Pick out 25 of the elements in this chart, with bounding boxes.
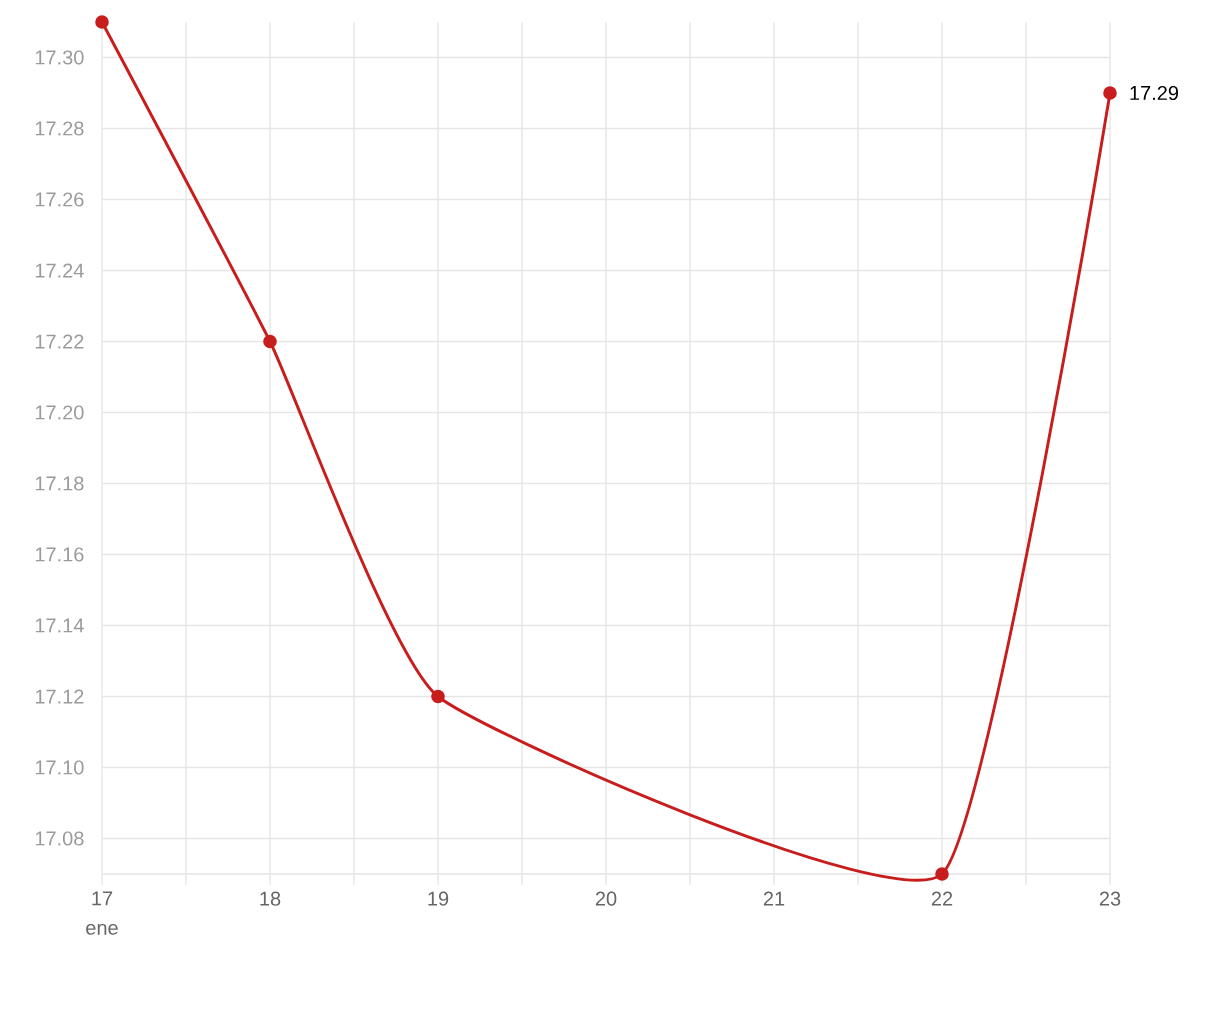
point — [1103, 86, 1117, 100]
y-tick-label: 17.26 — [35, 192, 84, 207]
point — [95, 15, 109, 29]
data-label: 17.29 — [1130, 85, 1179, 101]
y-tick-label: 17.08 — [35, 831, 84, 846]
y-tick-label: 17.28 — [35, 121, 84, 136]
point — [935, 867, 949, 881]
y-tick-label: 17.16 — [35, 547, 84, 562]
x-tick-label: 19 — [428, 891, 449, 906]
y-tick-label: 17.30 — [35, 50, 84, 65]
y-tick-label: 17.14 — [35, 618, 84, 633]
y-tick-label: 17.12 — [35, 689, 84, 704]
y-tick-label: 17.10 — [35, 760, 84, 775]
y-tick-label: 17.24 — [35, 263, 84, 278]
point — [263, 334, 277, 349]
y-tick-label: 17.18 — [35, 476, 84, 491]
y-tick-label: 17.22 — [35, 334, 84, 349]
point — [431, 689, 445, 704]
x-tick-label: 23 — [1099, 891, 1121, 906]
x-tick-label: 22 — [931, 891, 953, 906]
y-tick-label: 17.20 — [35, 405, 84, 420]
x-tick-label: 17 ene — [86, 891, 118, 935]
x-tick-label: 20 — [595, 891, 617, 906]
x-tick-label: 18 — [260, 891, 281, 906]
x-tick-label: 21 — [763, 891, 785, 906]
